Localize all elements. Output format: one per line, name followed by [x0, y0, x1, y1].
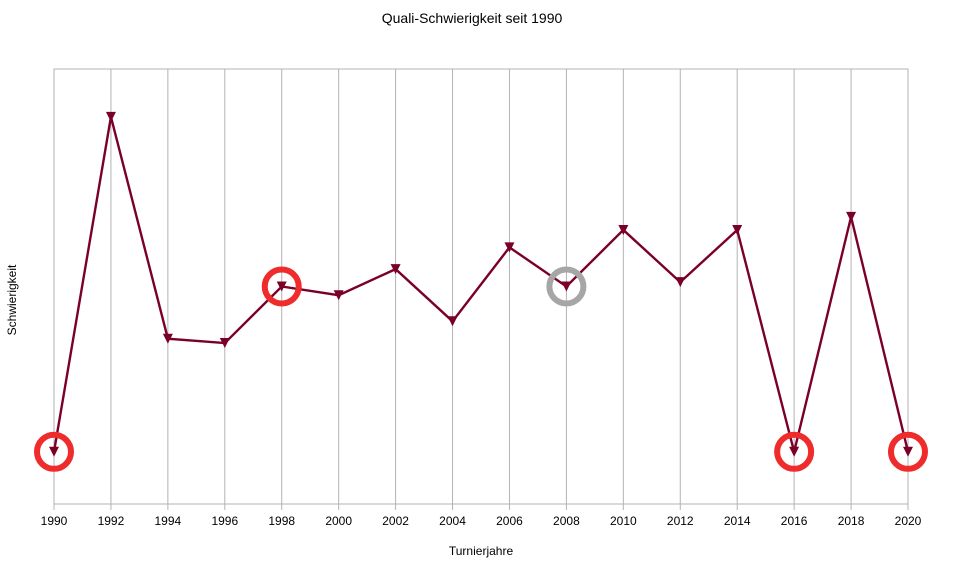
- x-tick-label-2010: 2010: [610, 514, 637, 528]
- data-point-1990: [49, 446, 59, 457]
- x-tick-label-2012: 2012: [667, 514, 694, 528]
- highlight-circle-2020: [888, 431, 928, 472]
- data-point-2008: [561, 281, 572, 292]
- x-tick-label-2000: 2000: [325, 514, 352, 528]
- data-point-2020: [903, 446, 913, 457]
- data-point-2010: [618, 224, 629, 235]
- highlight-circle-2008: [546, 266, 587, 307]
- data-point-1992: [105, 111, 116, 122]
- x-tick-label-1996: 1996: [211, 514, 238, 528]
- highlight-circle-1990: [34, 431, 74, 472]
- series-layer: [49, 111, 913, 457]
- data-point-2018: [846, 211, 857, 222]
- chart-title: Quali-Schwierigkeit seit 1990: [382, 10, 563, 26]
- data-point-2004: [447, 316, 458, 327]
- data-point-2006: [504, 242, 515, 253]
- x-tick-label-1998: 1998: [268, 514, 295, 528]
- x-tick-label-1990: 1990: [41, 514, 68, 528]
- x-tick-label-2008: 2008: [553, 514, 580, 528]
- x-tick-label-1994: 1994: [155, 514, 182, 528]
- y-axis-label: Schwierigkeit: [5, 264, 19, 335]
- x-tick-label-2006: 2006: [496, 514, 523, 528]
- data-point-1994: [162, 333, 173, 344]
- x-tick-label-2002: 2002: [382, 514, 409, 528]
- highlight-circle-1998: [261, 266, 302, 307]
- x-tick-label-2018: 2018: [838, 514, 865, 528]
- x-tick-label-2004: 2004: [439, 514, 466, 528]
- data-point-2012: [675, 277, 686, 288]
- data-point-2016: [789, 446, 800, 457]
- data-point-1998: [276, 281, 287, 292]
- plot-area-frame: [53, 68, 909, 505]
- x-axis-ticks: 1990 1992 1994 1996 1998 2000 2002 2004 2006 2008…: [41, 504, 922, 528]
- data-point-1996: [219, 338, 230, 349]
- series-line-0: [52, 116, 910, 453]
- highlight-circle-2016: [774, 431, 815, 472]
- data-point-2002: [390, 264, 401, 275]
- x-tick-label-1992: 1992: [98, 514, 125, 528]
- highlight-layer: [34, 266, 928, 472]
- x-tick-label-2014: 2014: [724, 514, 751, 528]
- x-tick-label-2020: 2020: [895, 514, 922, 528]
- data-point-2000: [333, 290, 344, 301]
- data-point-2014: [732, 224, 743, 235]
- x-tick-label-2016: 2016: [781, 514, 808, 528]
- gridlines: [110, 69, 852, 504]
- x-axis-label: Turnierjahre: [449, 544, 514, 558]
